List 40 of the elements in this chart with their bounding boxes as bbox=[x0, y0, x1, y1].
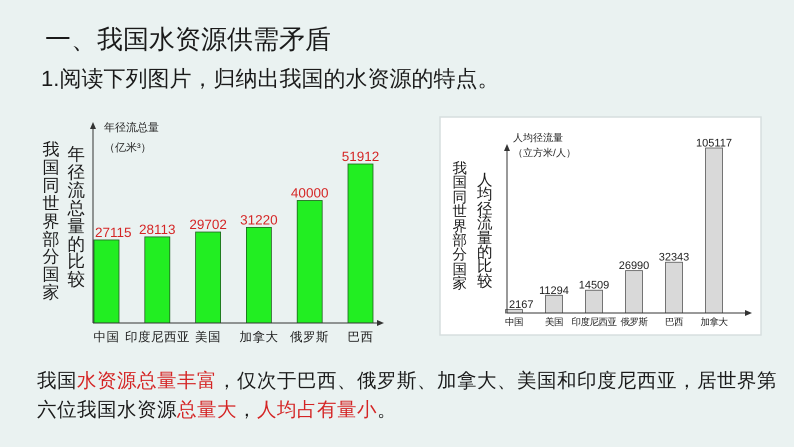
data-label: 32343 bbox=[658, 252, 690, 264]
text: ，仅次于巴西、俄罗斯、加拿大、美国和印度尼西亚，居世界第 bbox=[217, 369, 777, 394]
data-label: 26990 bbox=[618, 260, 650, 272]
x-tick-label: 加拿大 bbox=[239, 330, 278, 344]
text: 水资源总量丰富 bbox=[77, 369, 217, 394]
text: 人均占有量小 bbox=[257, 398, 377, 423]
x-tick-label: 俄罗斯 bbox=[290, 330, 330, 344]
text: 六位我国水资源 bbox=[37, 398, 177, 423]
text: 1.阅读下列图片，归纳出我国的水资源的特点。 bbox=[41, 65, 500, 93]
x-tick-label: 加拿大 bbox=[700, 317, 728, 327]
x-tick-label: 印度尼西亚 bbox=[124, 329, 190, 344]
chart-title: 我国同世界部分国家 bbox=[452, 161, 468, 292]
x-tick-label: 巴西 bbox=[348, 330, 374, 344]
x-tick-label: 美国 bbox=[545, 317, 563, 327]
x-tick-label: 巴西 bbox=[665, 317, 683, 327]
chart-title: 我国同世界部分国家 bbox=[42, 140, 60, 302]
data-label: 29702 bbox=[189, 217, 227, 232]
data-label: 2167 bbox=[509, 299, 534, 312]
y-axis-title: 年径流总量（亿米³） bbox=[104, 120, 159, 156]
data-label: 27115 bbox=[95, 224, 132, 240]
text: 总量大 bbox=[177, 398, 237, 423]
x-tick-label: 中国 bbox=[94, 330, 120, 344]
text: 一、我国水资源供需矛盾 bbox=[45, 23, 331, 56]
text: 我国 bbox=[37, 369, 77, 394]
x-tick-label: 俄罗斯 bbox=[620, 317, 648, 327]
text: ， bbox=[237, 398, 257, 423]
text: 人均径流量的比较 bbox=[476, 172, 494, 290]
data-label: 105117 bbox=[696, 138, 732, 150]
x-tick-label: 中国 bbox=[505, 317, 523, 327]
data-label: 28113 bbox=[139, 222, 176, 237]
data-label: 14509 bbox=[578, 280, 610, 292]
text: 。 bbox=[377, 398, 397, 423]
y-axis-title: 人均径流量（立方米/人） bbox=[513, 132, 576, 161]
x-tick-label: 印度尼西亚 bbox=[572, 317, 616, 327]
text: 年径流总量的比较 bbox=[66, 144, 86, 290]
data-label: 51912 bbox=[342, 149, 380, 164]
data-label: 11294 bbox=[539, 284, 569, 297]
data-label: 31220 bbox=[240, 212, 278, 228]
data-label: 40000 bbox=[290, 185, 328, 200]
x-tick-label: 美国 bbox=[195, 329, 222, 344]
